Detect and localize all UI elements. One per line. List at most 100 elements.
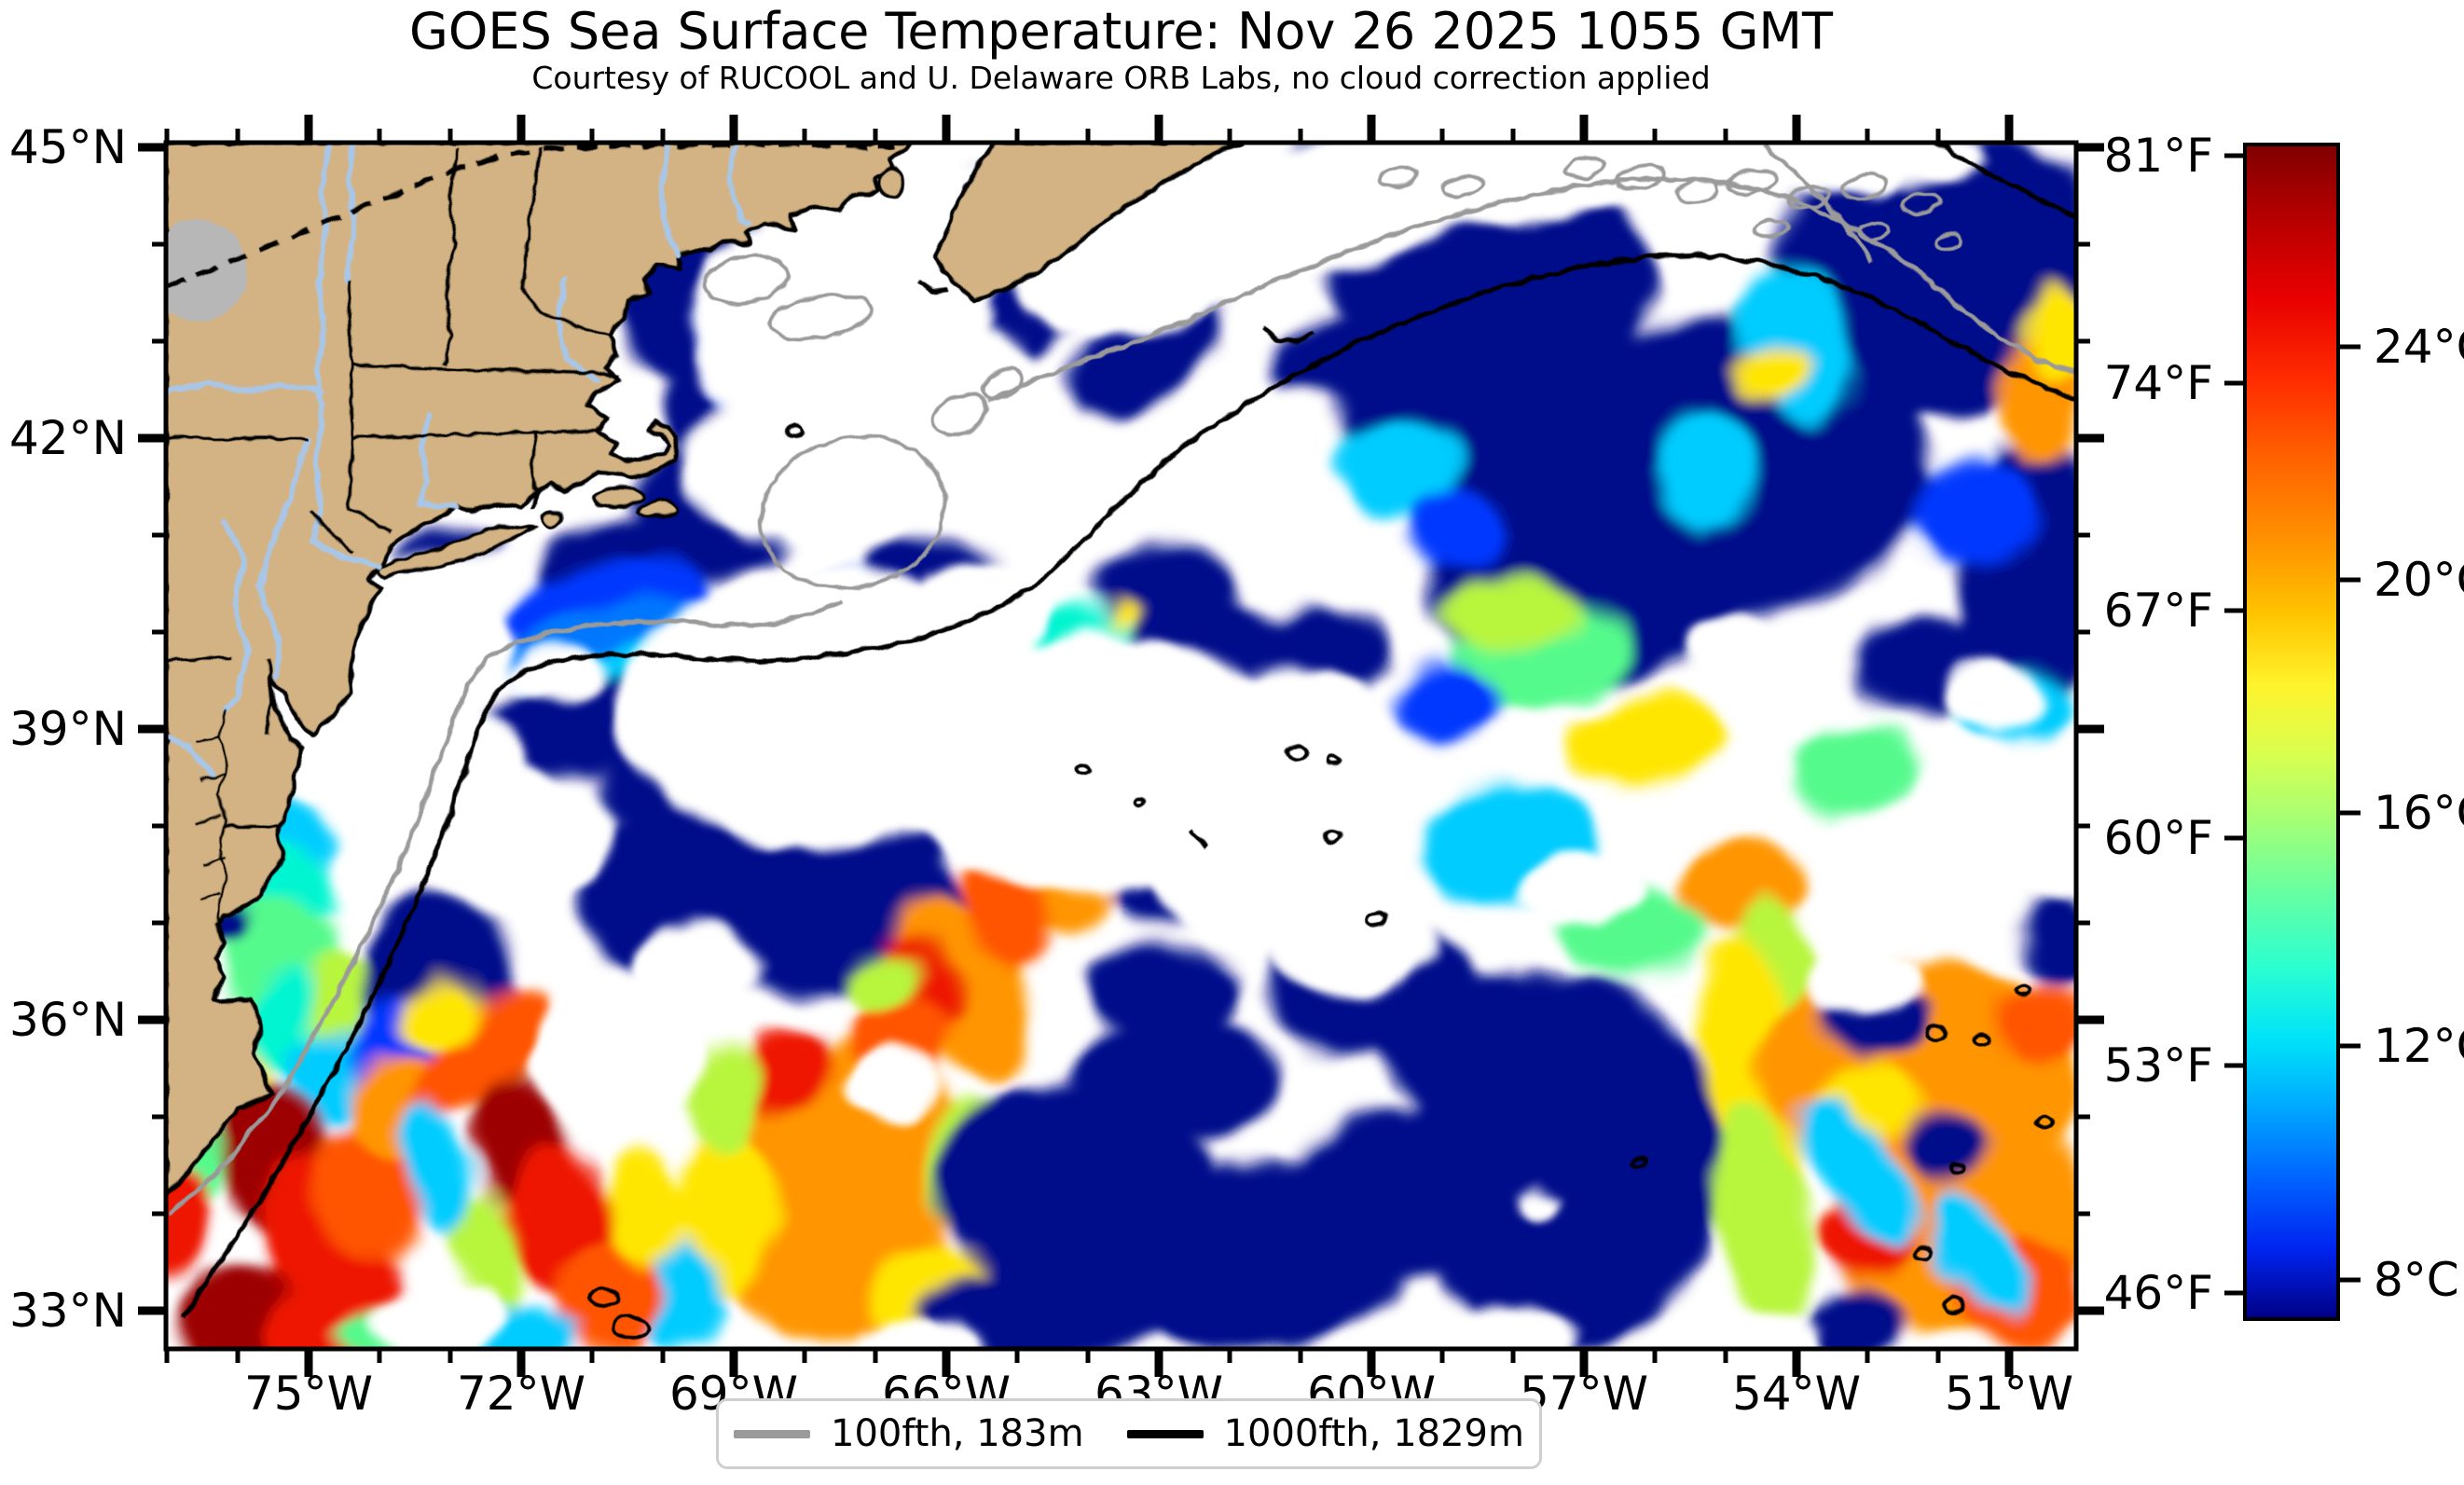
isobath-100fth-loop xyxy=(981,367,1024,401)
river xyxy=(656,144,680,256)
colorbar-f-label: 74°F xyxy=(2104,356,2213,410)
state-border xyxy=(519,146,611,337)
sst-blob xyxy=(1735,346,1817,400)
sst-blob xyxy=(310,1129,426,1258)
cloud-blob xyxy=(629,923,760,1007)
river xyxy=(166,380,324,395)
isobath-1000fth-ring xyxy=(1285,744,1307,761)
sst-blob xyxy=(1716,1101,1808,1323)
sst-blob xyxy=(1398,662,1501,746)
isobath-1000fth-ring xyxy=(1948,1162,1965,1175)
isobath-100fth-loop xyxy=(1378,165,1419,189)
sst-blob xyxy=(2026,289,2076,373)
cloud-blob xyxy=(1268,867,1436,997)
river xyxy=(554,277,599,383)
cloud-blob xyxy=(1659,1316,1827,1349)
bay-outline xyxy=(195,735,221,743)
cloud-blob xyxy=(848,1044,942,1119)
state-border xyxy=(346,279,392,533)
cloud-blob xyxy=(406,764,611,914)
sst-blob xyxy=(1804,1291,1907,1349)
isobath-1000fth-ring xyxy=(1075,763,1092,777)
sst-blob xyxy=(1659,410,1754,531)
colorbar-c-label: 20°C xyxy=(2374,553,2464,607)
state-border xyxy=(265,658,275,737)
river xyxy=(166,734,215,778)
lat-tick-label: 33°N xyxy=(9,1284,127,1338)
sst-blob xyxy=(1995,988,2076,1063)
sst-blob xyxy=(1091,942,1240,1035)
sst-blob xyxy=(1296,1109,1501,1277)
sst-blob xyxy=(1795,727,1916,811)
legend-label-100fth: 100fth, 183m xyxy=(831,1412,1084,1455)
colorbar-f-label: 46°F xyxy=(2104,1266,2213,1320)
isobath-1000fth-ring xyxy=(611,1315,650,1340)
isobath-1000fth-ring xyxy=(2014,984,2032,997)
isobath-100fth-loop xyxy=(1441,174,1486,199)
isobath-100fth-loop xyxy=(702,254,790,306)
lon-tick-label: 72°W xyxy=(457,1367,585,1421)
sst-blob xyxy=(166,1165,210,1277)
bay-outline xyxy=(195,814,223,826)
colorbar-f-label: 53°F xyxy=(2104,1038,2213,1093)
bay-outline xyxy=(199,772,225,783)
isobath-1000fth xyxy=(180,253,2076,1320)
legend-line-gray xyxy=(734,1429,811,1438)
cloud-blob xyxy=(1594,143,1818,206)
sst-blob xyxy=(1797,1097,1913,1243)
cloud-blob xyxy=(1944,657,2046,732)
isobath-100fth xyxy=(169,598,845,1216)
isobaths xyxy=(169,143,2076,1340)
sst-blob xyxy=(1408,489,1510,573)
sst-blob xyxy=(742,1033,833,1111)
bay-outline xyxy=(200,856,227,867)
island xyxy=(878,166,904,199)
sst-blob xyxy=(398,981,478,1052)
isobath-100fth-loop xyxy=(1857,221,1891,241)
river xyxy=(310,144,380,569)
sst-blob xyxy=(914,1268,1175,1349)
colorbar-f-label: 67°F xyxy=(2104,584,2213,638)
lat-tick-label: 45°N xyxy=(9,120,127,174)
colorbar-c-label: 24°C xyxy=(2374,320,2464,374)
lon-tick-label: 51°W xyxy=(1945,1367,2073,1421)
bay-outline xyxy=(214,708,229,924)
cloud-blob xyxy=(811,317,1053,485)
lon-tick-label: 75°W xyxy=(244,1367,373,1421)
chart-title: GOES Sea Surface Temperature: Nov 26 202… xyxy=(408,2,1833,61)
sst-blob xyxy=(1907,1114,1990,1179)
map-frame xyxy=(163,140,2079,1352)
colorbar-gradient xyxy=(2245,144,2338,1319)
isobath-1000fth-ring xyxy=(1942,1297,1966,1313)
isobath-1000fth xyxy=(917,279,948,294)
isobath-100fth-loop xyxy=(767,293,874,341)
sst-blob xyxy=(687,1049,758,1151)
legend-line-black xyxy=(1126,1429,1204,1438)
river xyxy=(725,144,750,227)
isobath-1000fth-ring xyxy=(1366,911,1388,928)
river xyxy=(221,519,252,712)
isobath-1000fth-ring xyxy=(588,1287,620,1308)
land-layer xyxy=(166,143,1245,1197)
isobath-1000fth-ring xyxy=(1327,755,1342,766)
lat-tick-label: 39°N xyxy=(9,702,127,756)
isobath-100fth xyxy=(1763,144,1874,263)
isobath-100fth-loop xyxy=(1786,185,1831,211)
isobath-1000fth-ring xyxy=(2035,1115,2054,1130)
long-island xyxy=(374,523,539,580)
colorbar-c-label: 16°C xyxy=(2374,786,2464,840)
lat-tick-label: 42°N xyxy=(9,411,127,465)
sst-blob xyxy=(1072,1016,1277,1147)
sst-blob xyxy=(1925,1189,2028,1318)
state-border xyxy=(442,146,459,366)
bay-outline xyxy=(199,891,221,902)
isobath-1000fth xyxy=(1933,143,2076,221)
cloud-blob xyxy=(1683,620,1785,685)
isobath-100fth-loop xyxy=(1615,163,1667,191)
nova-scotia xyxy=(934,143,1245,303)
state-border xyxy=(348,364,621,379)
sst-blob xyxy=(408,994,561,1113)
cloud-blob xyxy=(1524,855,1645,926)
isobath-100fth-loop xyxy=(1564,156,1605,180)
